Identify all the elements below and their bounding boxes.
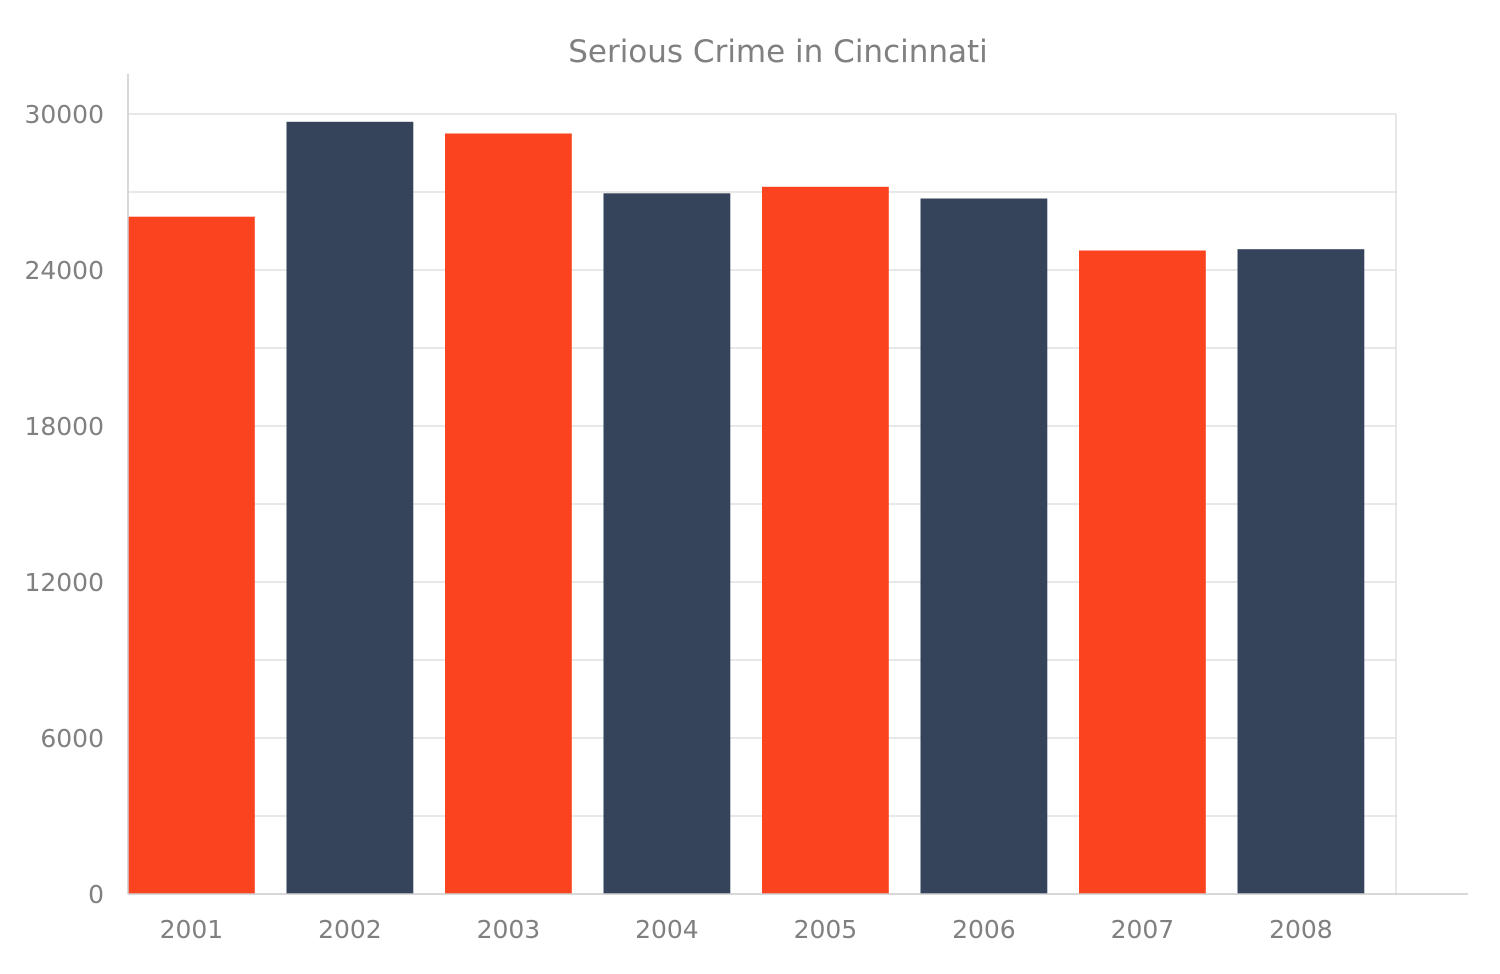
x-tick-label: 2002 [318,915,382,944]
chart-title: Serious Crime in Cincinnati [568,34,988,70]
bar-2006 [920,198,1048,894]
bar-2004 [603,193,731,895]
x-tick-label: 2001 [160,915,224,944]
bar-2005 [762,186,889,895]
y-tick-label: 6000 [40,724,104,753]
bar-2002 [286,121,414,895]
x-tick-label: 2008 [1269,915,1333,944]
bar-2001 [128,216,255,894]
bar-2008 [1237,249,1365,894]
x-tick-label: 2004 [635,915,699,944]
x-tick-label: 2003 [477,915,541,944]
y-tick-label: 0 [88,880,104,909]
y-tick-label: 30000 [24,100,104,129]
x-tick-label: 2007 [1111,915,1175,944]
x-axis-ticks: 2001 2002 2003 2004 2005 2006 2007 2008 [160,915,1333,944]
bars [128,121,1365,895]
y-tick-label: 18000 [24,412,104,441]
axes [127,74,1468,895]
bar-2003 [445,133,572,894]
y-axis-ticks: 0 6000 12000 18000 24000 30000 [24,100,104,909]
x-tick-label: 2006 [952,915,1016,944]
y-tick-label: 12000 [24,568,104,597]
x-tick-label: 2005 [794,915,858,944]
y-tick-label: 24000 [24,256,104,285]
bar-2007 [1079,250,1206,894]
